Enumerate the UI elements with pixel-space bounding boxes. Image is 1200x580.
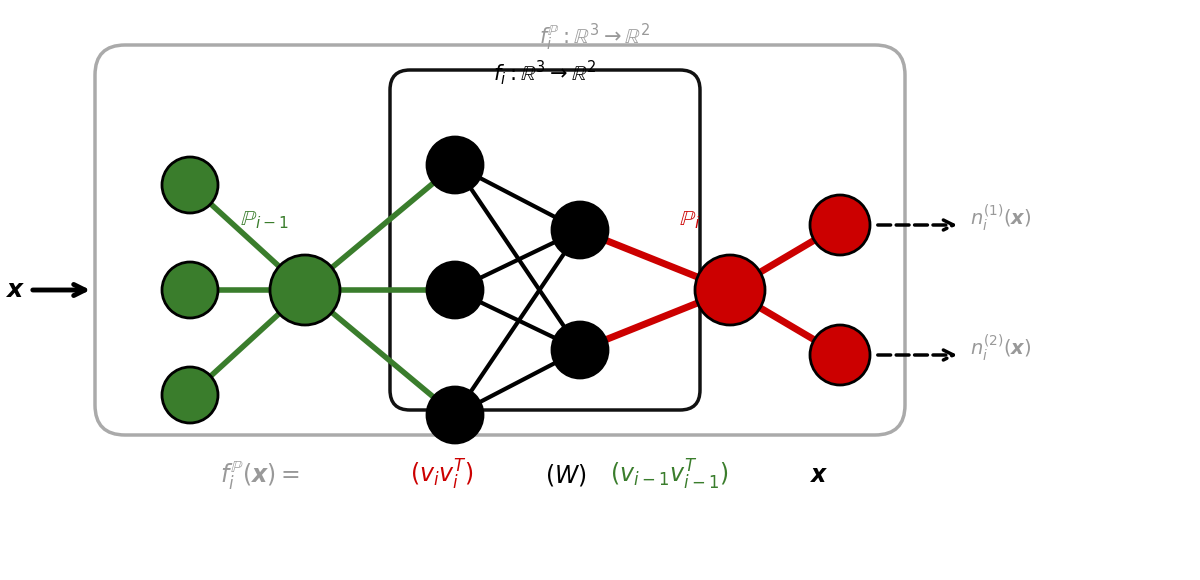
Text: $\boldsymbol{x}$: $\boldsymbol{x}$ [810, 463, 829, 487]
Text: $(v_i v_i^T)$: $(v_i v_i^T)$ [410, 458, 474, 492]
Circle shape [270, 255, 340, 325]
Text: $(v_{i-1}v_{i-1}^T)$: $(v_{i-1}v_{i-1}^T)$ [610, 458, 728, 492]
Text: $f_i^{\mathbb{P}}:\mathbb{R}^3 \to \mathbb{R}^2$: $f_i^{\mathbb{P}}:\mathbb{R}^3 \to \math… [539, 22, 650, 53]
Circle shape [552, 322, 608, 378]
Text: $\boldsymbol{x}$: $\boldsymbol{x}$ [5, 278, 25, 302]
FancyBboxPatch shape [390, 70, 700, 410]
Circle shape [695, 255, 766, 325]
Text: $(W)$: $(W)$ [545, 462, 587, 488]
Circle shape [162, 262, 218, 318]
Circle shape [162, 157, 218, 213]
Text: $n_i^{(2)}(\boldsymbol{x})$: $n_i^{(2)}(\boldsymbol{x})$ [970, 333, 1031, 363]
FancyBboxPatch shape [95, 45, 905, 435]
Text: $\mathbb{P}_i$: $\mathbb{P}_i$ [679, 209, 701, 231]
Circle shape [810, 195, 870, 255]
Text: $\mathbb{P}_{i-1}$: $\mathbb{P}_{i-1}$ [240, 209, 289, 231]
Circle shape [427, 262, 482, 318]
Circle shape [810, 325, 870, 385]
Circle shape [427, 137, 482, 193]
Circle shape [552, 202, 608, 258]
Text: $f_i^{\mathbb{P}}(\boldsymbol{x}) = $: $f_i^{\mathbb{P}}(\boldsymbol{x}) = $ [220, 459, 300, 491]
Text: $n_i^{(1)}(\boldsymbol{x})$: $n_i^{(1)}(\boldsymbol{x})$ [970, 203, 1031, 233]
Circle shape [427, 387, 482, 443]
Text: $f_i:\mathbb{R}^3 \to \mathbb{R}^2$: $f_i:\mathbb{R}^3 \to \mathbb{R}^2$ [493, 58, 596, 87]
Circle shape [162, 367, 218, 423]
